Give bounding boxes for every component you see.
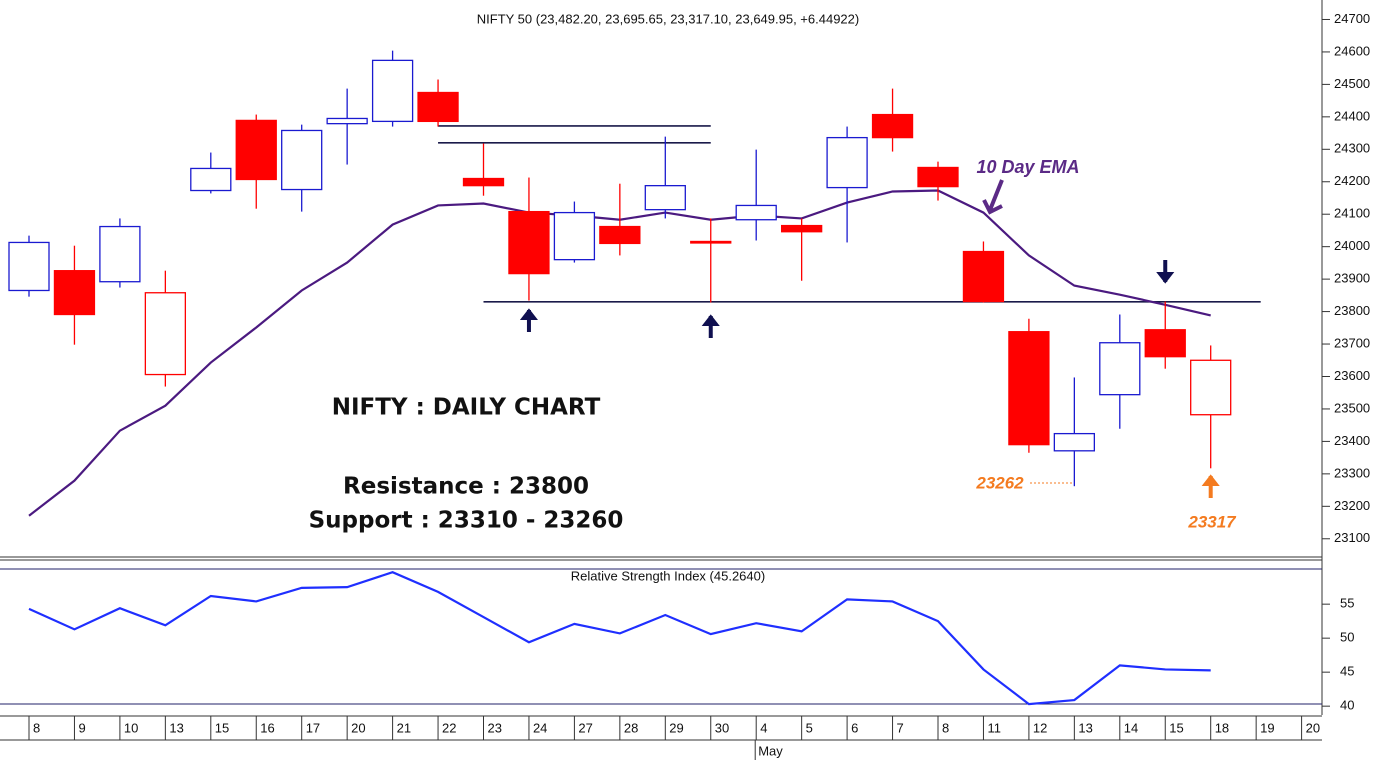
y-tick-label: 23500 (1334, 400, 1370, 415)
candle-body (962, 250, 1005, 303)
candle-body (371, 59, 414, 123)
x-tick-label: 19 (1260, 720, 1274, 735)
y-tick-label: 23700 (1334, 335, 1370, 350)
y-tick-label: 23900 (1334, 271, 1370, 286)
arrow-head (519, 308, 538, 320)
chart-title: NIFTY 50 (23,482.20, 23,695.65, 23,317.1… (477, 11, 859, 26)
x-tick-label: 5 (806, 720, 813, 735)
y-tick-label: 23300 (1334, 465, 1370, 480)
y-tick-label: 24300 (1334, 141, 1370, 156)
y-tick-label: 23600 (1334, 368, 1370, 383)
candle-body (281, 129, 323, 191)
rsi-title: Relative Strength Index (45.2640) (571, 568, 765, 583)
ema-arrow (982, 179, 1004, 215)
low-label: 23262 (975, 473, 1024, 492)
x-tick-label: 15 (1169, 720, 1183, 735)
candle-body (326, 117, 368, 125)
candle-body (871, 113, 914, 139)
x-tick-label: 12 (1033, 720, 1047, 735)
month-label: May (758, 743, 783, 758)
y-tick-label: 24200 (1334, 173, 1370, 188)
arrow-head (1156, 272, 1175, 284)
candle-body (144, 292, 187, 376)
x-tick-label: 27 (578, 720, 592, 735)
candle-body (190, 167, 232, 192)
y-tick-label: 55 (1340, 596, 1354, 611)
y-tick-label: 45 (1340, 664, 1354, 679)
candle-body (235, 119, 277, 181)
y-tick-label: 24600 (1334, 43, 1370, 58)
heading: NIFTY : DAILY CHART (332, 395, 601, 421)
candle-body (826, 136, 868, 189)
arrow-head (1201, 474, 1220, 486)
x-tick-label: 16 (260, 720, 274, 735)
candle-body (735, 204, 777, 221)
candle-body (99, 225, 141, 283)
x-tick-label: 30 (715, 720, 729, 735)
x-tick-label: 15 (215, 720, 229, 735)
x-tick-label: 29 (669, 720, 683, 735)
candle-body (1053, 432, 1095, 452)
x-tick-label: 18 (1215, 720, 1229, 735)
y-tick-label: 40 (1340, 698, 1354, 713)
x-tick-label: 14 (1124, 720, 1138, 735)
x-tick-label: 21 (397, 720, 411, 735)
x-tick-label: 28 (624, 720, 638, 735)
candle-body (599, 225, 641, 245)
x-tick-label: 20 (351, 720, 365, 735)
candle-body (53, 270, 96, 316)
x-tick-label: 9 (78, 720, 85, 735)
y-tick-label: 23400 (1334, 433, 1370, 448)
x-tick-label: 8 (942, 720, 949, 735)
x-tick-label: 11 (987, 720, 1001, 735)
y-tick-label: 24700 (1334, 11, 1370, 26)
x-tick-label: 24 (533, 720, 547, 735)
y-tick-label: 23100 (1334, 530, 1370, 545)
candle-body (644, 184, 686, 211)
y-tick-label: 24400 (1334, 108, 1370, 123)
low-label: 23317 (1187, 512, 1237, 531)
candle-body (781, 224, 823, 233)
x-tick-label: 23 (488, 720, 502, 735)
x-tick-label: 20 (1306, 720, 1320, 735)
candle-body (462, 177, 505, 187)
y-tick-label: 24500 (1334, 76, 1370, 91)
x-tick-label: 17 (306, 720, 320, 735)
candle-body (917, 166, 959, 188)
y-tick-label: 24100 (1334, 206, 1370, 221)
y-tick-label: 50 (1340, 630, 1354, 645)
x-tick-label: 6 (851, 720, 858, 735)
candle-body (417, 91, 459, 123)
x-tick-label: 13 (1078, 720, 1092, 735)
x-tick-label: 7 (897, 720, 904, 735)
x-tick-label: 13 (169, 720, 183, 735)
candle-body (553, 211, 596, 261)
y-tick-label: 23800 (1334, 303, 1370, 318)
x-tick-label: 4 (760, 720, 767, 735)
x-tick-label: 10 (124, 720, 138, 735)
x-tick-label: 22 (442, 720, 456, 735)
support-note: Support : 23310 - 23260 (309, 508, 624, 534)
y-tick-label: 24000 (1334, 238, 1370, 253)
line-series (28, 571, 1211, 706)
candle-body (690, 240, 732, 244)
candle-body (1190, 359, 1232, 416)
x-tick-label: 8 (33, 720, 40, 735)
candle-body (1099, 342, 1141, 396)
candle-body (1144, 329, 1186, 358)
candle-body (8, 241, 50, 292)
arrow-head (701, 314, 720, 326)
resistance-note: Resistance : 23800 (343, 474, 589, 500)
ema-label: 10 Day EMA (976, 157, 1079, 177)
candle-body (1008, 331, 1050, 446)
candle-body (508, 210, 550, 275)
y-tick-label: 23200 (1334, 498, 1370, 513)
